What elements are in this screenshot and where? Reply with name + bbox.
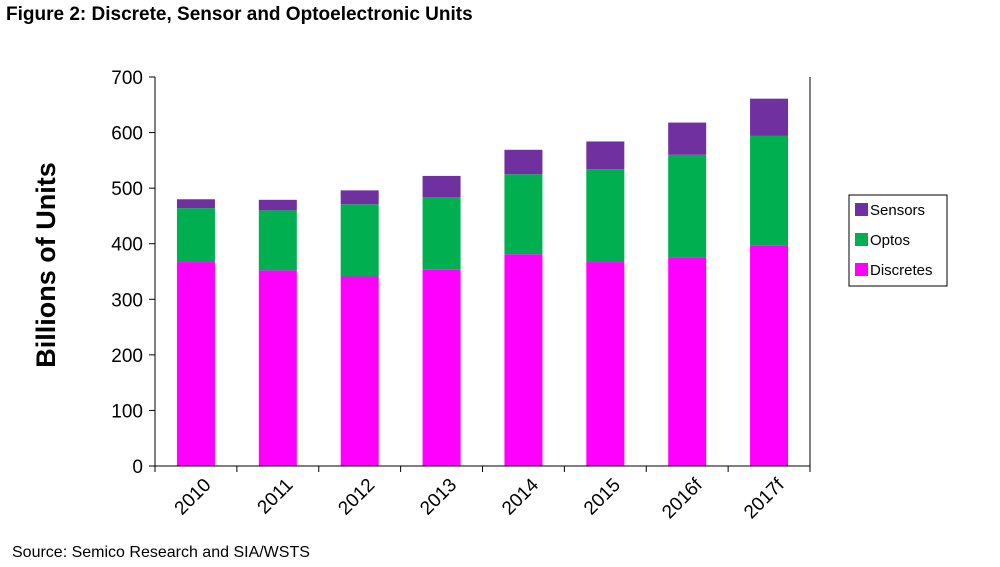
y-tick-label-0: 0 (132, 457, 143, 478)
x-tick-label-2014: 2014 (498, 474, 543, 519)
bar-sensors-2016f (668, 122, 707, 155)
legend-label-discretes: Discretes (870, 262, 933, 279)
legend-swatch-optos (855, 233, 868, 246)
bar-discretes-2012 (340, 276, 379, 466)
legend-swatch-sensors (855, 203, 868, 216)
y-tick-label-600: 600 (111, 124, 143, 145)
legend-label-optos: Optos (870, 232, 910, 249)
figure-source: Source: Semico Research and SIA/WSTS (12, 544, 310, 561)
bar-discretes-2016f (668, 257, 707, 466)
legend-label-sensors: Sensors (870, 202, 925, 219)
bar-optos-2012 (340, 204, 379, 277)
x-tick-label-2011: 2011 (254, 475, 298, 519)
x-tick-label-2015: 2015 (580, 475, 625, 520)
x-tick-label-2012: 2012 (334, 475, 379, 520)
bar-sensors-2017f (750, 98, 789, 136)
y-tick-label-500: 500 (111, 179, 143, 200)
bars-layer (176, 98, 789, 466)
bar-discretes-2017f (750, 245, 789, 466)
bar-sensors-2015 (586, 141, 625, 170)
bar-sensors-2013 (422, 175, 461, 198)
bar-optos-2015 (586, 169, 625, 263)
legend: Sensors Optos Discretes (848, 194, 948, 287)
bar-optos-2014 (504, 174, 543, 255)
bar-discretes-2014 (504, 254, 543, 466)
legend-swatch-discretes (855, 263, 868, 276)
bar-optos-2017f (750, 135, 789, 246)
bar-sensors-2012 (340, 190, 379, 205)
y-tick-label-400: 400 (111, 235, 143, 256)
bar-discretes-2015 (586, 262, 625, 466)
bar-optos-2011 (258, 210, 297, 271)
bar-optos-2010 (176, 208, 215, 263)
bar-optos-2013 (422, 197, 461, 270)
figure-title: Figure 2: Discrete, Sensor and Optoelect… (6, 4, 473, 25)
bar-sensors-2010 (176, 199, 215, 209)
bar-discretes-2010 (176, 262, 215, 466)
bar-sensors-2014 (504, 149, 543, 175)
y-tick-label-700: 700 (111, 68, 143, 89)
y-tick-label-100: 100 (111, 401, 143, 422)
x-tick-label-2010: 2010 (171, 475, 216, 520)
bar-discretes-2013 (422, 269, 461, 466)
x-tick-label-2016f: 2016f (658, 474, 707, 523)
y-tick-label-300: 300 (111, 290, 143, 311)
x-tick-label-2017f: 2017f (740, 474, 789, 523)
bar-optos-2016f (668, 154, 707, 258)
bar-discretes-2011 (258, 270, 297, 466)
x-tick-label-2013: 2013 (416, 475, 461, 520)
y-tick-label-200: 200 (111, 346, 143, 367)
bar-sensors-2011 (258, 199, 297, 211)
y-axis-label: Billions of Units (31, 162, 61, 368)
